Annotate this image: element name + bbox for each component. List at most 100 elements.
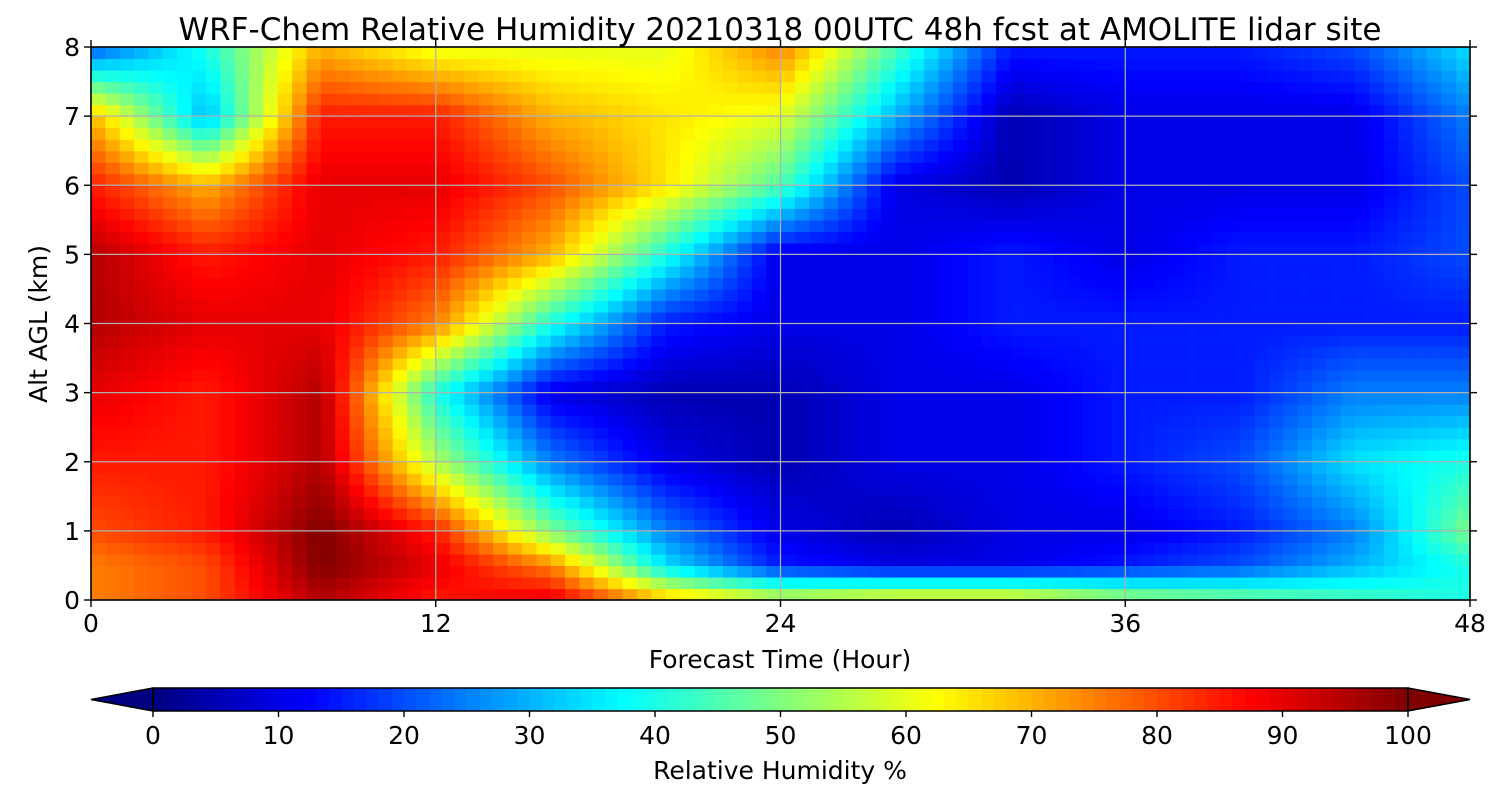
rh-cell (895, 288, 911, 302)
rh-cell (794, 288, 810, 302)
rh-cell (651, 369, 667, 382)
rh-cell (593, 150, 609, 163)
rh-cell (421, 116, 437, 129)
rh-cell (1355, 427, 1371, 440)
rh-cell (1283, 369, 1299, 382)
rh-cell (1125, 196, 1141, 209)
rh-cell (349, 415, 365, 428)
rh-cell (952, 104, 968, 117)
rh-cell (292, 288, 308, 302)
rh-cell (1024, 346, 1040, 359)
rh-cell (909, 358, 925, 371)
rh-cell (565, 588, 580, 600)
rh-cell (162, 150, 178, 163)
rh-cell (1340, 288, 1356, 302)
rh-cell (981, 116, 997, 129)
rh-cell (249, 127, 264, 140)
rh-cell (679, 104, 695, 117)
rh-cell (1426, 162, 1442, 175)
rh-cell (1355, 438, 1371, 451)
rh-cell (249, 484, 264, 497)
rh-cell (1168, 162, 1184, 175)
rh-cell (292, 93, 308, 106)
rh-cell (349, 392, 365, 405)
rh-cell (737, 70, 753, 83)
rh-cell (1383, 404, 1399, 417)
rh-cell (608, 461, 624, 474)
rh-cell (249, 404, 264, 417)
rh-cell (349, 81, 365, 94)
rh-cell (234, 208, 250, 221)
rh-cell (1110, 139, 1126, 152)
rh-cell (478, 519, 494, 532)
rh-cell (1067, 104, 1083, 117)
rh-cell (723, 346, 739, 359)
rh-cell (967, 438, 983, 451)
rh-cell (1110, 104, 1126, 117)
rh-cell (392, 530, 408, 543)
rh-cell (177, 173, 193, 186)
rh-cell (981, 415, 997, 428)
rh-cell (1053, 265, 1069, 279)
rh-cell (579, 542, 595, 555)
rh-cell (1225, 484, 1241, 497)
rh-cell (191, 576, 207, 590)
rh-cell (1441, 588, 1457, 600)
rh-cell (119, 47, 135, 60)
rh-cell (622, 588, 638, 600)
rh-cell (1024, 461, 1040, 474)
rh-cell (1010, 58, 1026, 71)
rh-cell (1197, 208, 1213, 221)
rh-cell (1326, 81, 1342, 94)
rh-cell (694, 530, 710, 543)
rh-cell (507, 358, 523, 371)
rh-cell (1297, 588, 1313, 600)
rh-cell (1153, 242, 1169, 255)
rh-cell (320, 242, 336, 255)
rh-cell (780, 415, 796, 428)
rh-cell (1182, 438, 1198, 451)
colorbar-segment (780, 688, 794, 711)
colorbar-segment (1345, 688, 1359, 711)
rh-cell (91, 231, 106, 244)
rh-cell (263, 335, 279, 348)
rh-cell (1455, 473, 1470, 486)
rh-cell (1168, 473, 1184, 486)
colorbar-segment (1018, 688, 1033, 711)
rh-cell (823, 93, 839, 106)
rh-cell (335, 588, 351, 600)
rh-cell (723, 242, 739, 255)
rh-cell (249, 358, 264, 371)
rh-cell (1254, 576, 1270, 590)
rh-cell (435, 58, 451, 71)
rh-cell (995, 496, 1011, 509)
rh-cell (766, 553, 782, 567)
rh-cell (292, 358, 308, 371)
rh-cell (909, 162, 925, 175)
rh-cell (1355, 231, 1371, 244)
rh-cell (852, 70, 868, 83)
rh-cell (1110, 208, 1126, 221)
rh-cell (119, 116, 135, 129)
rh-cell (636, 300, 652, 313)
rh-cell (1254, 346, 1270, 359)
rh-cell (550, 231, 566, 244)
colorbar-segment (516, 688, 531, 711)
rh-cell (1067, 473, 1083, 486)
rh-cell (679, 415, 695, 428)
rh-cell (421, 484, 437, 497)
rh-cell (794, 162, 810, 175)
rh-cell (723, 277, 739, 290)
rh-cell (1197, 415, 1213, 428)
rh-cell (1398, 219, 1414, 232)
rh-cell (924, 311, 940, 325)
rh-cell (1082, 542, 1098, 555)
rh-cell (852, 507, 868, 520)
colorbar-segment (793, 688, 807, 711)
rh-cell (349, 58, 365, 71)
rh-cell (249, 576, 264, 590)
rh-cell (148, 173, 164, 186)
rh-cell (981, 473, 997, 486)
rh-cell (263, 358, 279, 371)
rh-cell (1153, 208, 1169, 221)
